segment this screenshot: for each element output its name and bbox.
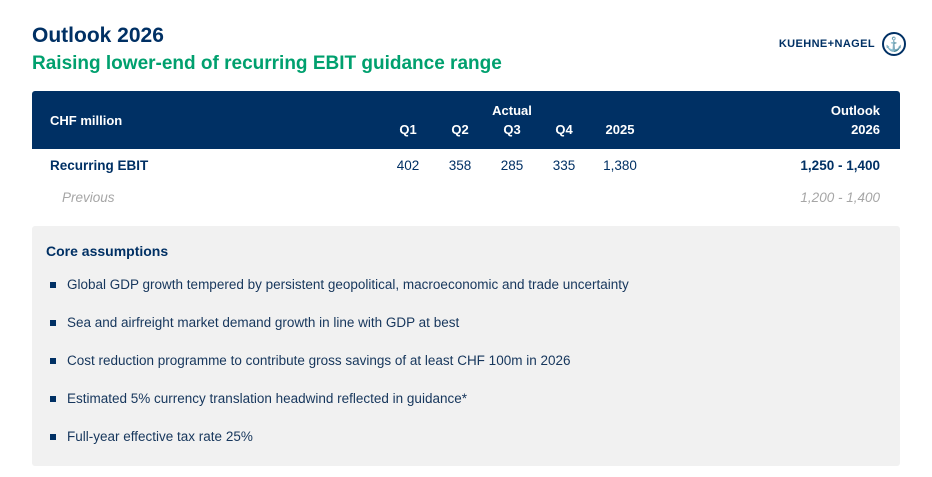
cell-q2: 358 — [448, 158, 472, 174]
bullet-text: Full-year effective tax rate 25% — [67, 429, 253, 445]
column-header-chf-million: CHF million — [50, 112, 123, 128]
list-item: Cost reduction programme to contribute g… — [46, 353, 880, 369]
bullet-square-icon — [50, 282, 56, 289]
page-subtitle: Raising lower-end of recurring EBIT guid… — [32, 53, 502, 75]
table-row-recurring-ebit: Recurring EBIT 402 358 285 335 1,380 1,2… — [32, 149, 900, 182]
core-assumptions-heading: Core assumptions — [46, 243, 169, 260]
bullet-square-icon — [50, 396, 56, 403]
bullet-text: Estimated 5% currency translation headwi… — [67, 391, 467, 407]
bullet-text: Cost reduction programme to contribute g… — [67, 353, 571, 369]
column-header-q2: Q2 — [451, 122, 469, 138]
list-item: Sea and airfreight market demand growth … — [46, 315, 880, 331]
cell-outlook: 1,200 - 1,400 — [800, 189, 880, 205]
table-row-previous: Previous 1,200 - 1,400 — [32, 182, 900, 212]
table-header-row: CHF million Q1 Q2 Actual Q3 Q4 2025 — [32, 91, 900, 150]
cell-2025: 1,380 — [603, 158, 637, 174]
bullet-square-icon — [50, 434, 56, 441]
logo-text: KUEHNE+NAGEL — [778, 38, 875, 50]
bullet-text: Sea and airfreight market demand growth … — [67, 315, 460, 331]
row-label: Previous — [62, 189, 115, 205]
row-label: Recurring EBIT — [50, 158, 149, 174]
anchor-icon: ⚓ — [882, 32, 906, 56]
list-item: Estimated 5% currency translation headwi… — [46, 391, 880, 407]
column-header-q1: Q1 — [399, 122, 417, 138]
slide-header: Outlook 2026 Raising lower-end of recurr… — [0, 0, 932, 75]
column-header-2025: 2025 — [605, 122, 635, 138]
cell-q4: 335 — [552, 158, 576, 174]
bullet-square-icon — [50, 358, 56, 365]
cell-q3: 285 — [500, 158, 524, 174]
cell-outlook: 1,250 - 1,400 — [800, 158, 880, 174]
bullet-square-icon — [50, 320, 56, 327]
column-header-outlook-2026: Outlook 2026 — [830, 103, 880, 138]
column-header-q3: Actual Q3 — [486, 101, 538, 139]
ebit-guidance-table: CHF million Q1 Q2 Actual Q3 Q4 2025 — [32, 91, 900, 212]
list-item: Full-year effective tax rate 25% — [46, 429, 880, 445]
column-header-q4: Q4 — [555, 122, 573, 138]
cell-q1: 402 — [396, 158, 420, 174]
kuehne-nagel-logo: KUEHNE+NAGEL ⚓ — [779, 32, 906, 56]
core-assumptions-panel: Core assumptions Global GDP growth tempe… — [32, 226, 900, 467]
group-header-actual: Actual — [492, 103, 532, 119]
bullet-text: Global GDP growth tempered by persistent… — [67, 277, 629, 293]
page-title: Outlook 2026 — [32, 24, 164, 47]
list-item: Global GDP growth tempered by persistent… — [46, 277, 880, 293]
